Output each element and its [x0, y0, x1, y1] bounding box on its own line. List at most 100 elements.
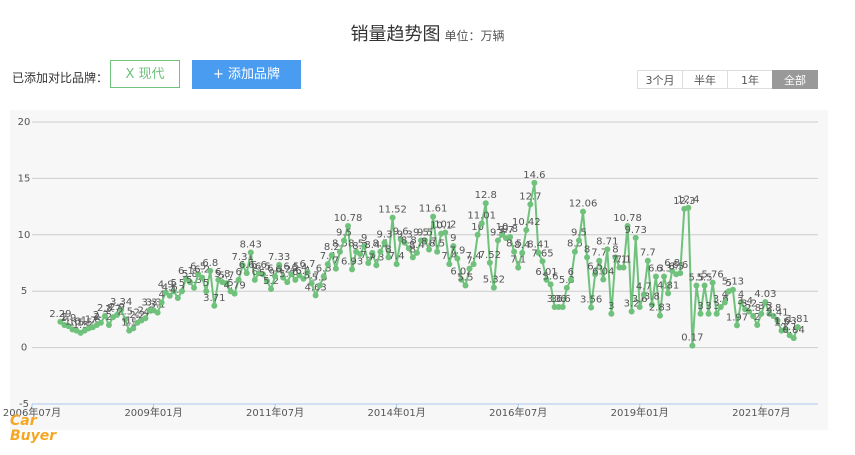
data-label: 5.7: [304, 270, 320, 281]
point: [223, 280, 230, 287]
point: [276, 261, 283, 268]
brand-tag[interactable]: X 现代: [110, 60, 180, 88]
data-label: 2.6: [137, 305, 153, 316]
point: [239, 262, 246, 269]
data-label: 3.2: [624, 299, 640, 310]
data-label: 7.4: [441, 251, 457, 262]
point: [790, 335, 797, 342]
point: [705, 310, 712, 317]
data-label: 1.7: [125, 315, 141, 326]
data-label: 8.4: [514, 240, 530, 251]
data-label: 3: [697, 301, 703, 312]
point: [559, 303, 566, 310]
data-label: 7.31: [232, 252, 254, 263]
data-label: 4.4: [170, 285, 186, 296]
unit: 单位：万辆: [444, 29, 505, 43]
range-button[interactable]: 3个月: [637, 70, 683, 89]
point: [632, 234, 639, 241]
data-label: 8.5: [429, 239, 445, 250]
data-label: 7.7: [640, 248, 656, 259]
point: [462, 282, 469, 289]
data-label: 11.61: [419, 204, 448, 215]
point: [470, 261, 477, 268]
data-label: 5: [179, 278, 185, 289]
x-tick-label: 2021年07月: [732, 406, 790, 419]
data-label: 2: [106, 312, 112, 323]
data-label: 1.97: [726, 312, 748, 323]
data-label: 3: [714, 301, 720, 312]
data-label: 3.34: [110, 297, 132, 308]
data-label: 5.7: [219, 270, 235, 281]
data-label: 4.81: [657, 280, 679, 291]
point: [284, 279, 291, 286]
point: [280, 274, 287, 281]
point: [519, 249, 526, 256]
data-label: 9.8: [502, 224, 518, 235]
point: [721, 299, 728, 306]
point: [235, 276, 242, 283]
data-label: 10.42: [512, 217, 541, 228]
add-brand-button[interactable]: + 添加品牌: [192, 60, 301, 89]
point: [178, 288, 185, 295]
data-label: 6.6: [239, 260, 255, 271]
logo-line: Buyer: [10, 428, 57, 444]
point: [65, 323, 72, 330]
point: [636, 303, 643, 310]
point: [774, 317, 781, 324]
data-label: 3: [758, 301, 764, 312]
point: [263, 278, 270, 285]
data-label: 6.4: [291, 262, 307, 273]
point: [207, 267, 214, 274]
point: [377, 248, 384, 255]
data-label: 5.5: [458, 273, 474, 284]
data-label: 9.5: [571, 227, 587, 238]
range-button[interactable]: 半年: [682, 70, 728, 89]
data-label: 5.2: [263, 276, 279, 287]
data-label: 5: [227, 278, 233, 289]
data-label: 8.5: [372, 239, 388, 250]
data-label: 5: [726, 278, 732, 289]
range-button[interactable]: 全部: [772, 70, 818, 89]
point: [349, 266, 356, 273]
x-tick-label: 2009年01月: [124, 406, 182, 419]
range-button[interactable]: 1年: [727, 70, 773, 89]
point: [345, 223, 352, 230]
point: [511, 248, 518, 255]
point: [231, 290, 238, 297]
data-label: 7.4: [320, 251, 336, 262]
data-label: 3.8: [644, 292, 660, 303]
point: [709, 279, 716, 286]
data-label: 3.6: [713, 294, 729, 305]
data-label: 7.3: [368, 252, 384, 263]
point: [689, 342, 696, 349]
point: [701, 282, 708, 289]
point: [174, 294, 181, 301]
data-label: 2.4: [133, 308, 149, 319]
point: [296, 272, 303, 279]
data-label: 5.5: [697, 273, 713, 284]
data-label: 7.1: [510, 255, 526, 266]
x-tick-label: 2014年01月: [368, 406, 426, 419]
data-label: 10: [471, 222, 484, 233]
data-label: 6.5: [283, 261, 299, 272]
data-label: 8.2: [324, 242, 340, 253]
point: [693, 282, 700, 289]
data-label: 7.65: [531, 248, 553, 259]
point: [170, 288, 177, 295]
data-label: 14.6: [523, 170, 545, 181]
point: [474, 231, 481, 238]
point: [563, 284, 570, 291]
point: [656, 312, 663, 319]
data-label: 8.4: [364, 240, 380, 251]
point: [527, 201, 534, 208]
point: [361, 243, 368, 250]
point: [101, 313, 108, 320]
data-label: 3: [705, 301, 711, 312]
data-label: 1.7: [81, 315, 97, 326]
y-tick-label: 10: [18, 230, 31, 241]
point: [608, 310, 615, 317]
point: [733, 322, 740, 329]
data-label: 3.71: [203, 293, 225, 304]
data-label: 1.9: [61, 313, 77, 324]
